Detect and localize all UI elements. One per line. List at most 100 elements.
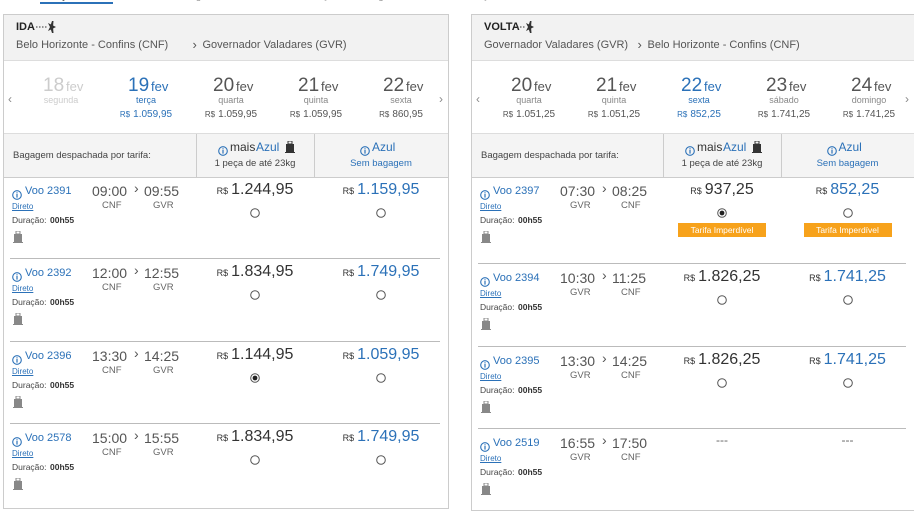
luggage-icon <box>285 140 295 158</box>
luggage-icon <box>13 477 23 495</box>
fare-price: R$ 1.834,95 <box>195 428 315 446</box>
fare-badge: Tarifa Imperdível <box>678 223 766 237</box>
flight-type[interactable]: Direto <box>12 449 34 458</box>
currency: R$ <box>342 268 355 278</box>
date-option[interactable]: 22 fev sexta R$ 860,95 <box>361 73 441 125</box>
panel-header: IDA Belo Horizonte - Confins (CNF) › Govern… <box>4 15 448 61</box>
date-option[interactable]: 24 fev domingo R$ 1.741,25 <box>829 73 909 125</box>
departure-time: 15:00 <box>92 430 128 446</box>
info-icon-svg <box>360 146 370 156</box>
luggage-icon-svg <box>13 477 23 490</box>
flight-number[interactable]: Voo 2394 <box>493 272 540 284</box>
destination-code: GVR <box>153 365 174 376</box>
currency: R$ <box>216 433 229 443</box>
date-option[interactable]: 23 fev sábado R$ 1.741,25 <box>744 73 824 125</box>
breadcrumb-step[interactable]: Confirmação <box>442 0 499 2</box>
flight-number[interactable]: Voo 2519 <box>493 437 540 449</box>
luggage-icon-svg <box>481 317 491 330</box>
date-option[interactable]: 21 fev quinta R$ 1.051,25 <box>574 73 654 125</box>
breadcrumb-step[interactable]: Pagamento <box>366 0 417 2</box>
price: 1.144,95 <box>231 346 294 363</box>
info-icon-svg <box>12 355 22 365</box>
luggage-icon-svg <box>285 140 295 153</box>
fare-desc: Sem bagagem <box>816 158 879 169</box>
date-option[interactable]: 20 fev quarta R$ 1.051,25 <box>489 73 569 125</box>
price: 937,25 <box>704 181 754 198</box>
date-price: R$ 1.051,25 <box>574 109 654 120</box>
flight-number[interactable]: Voo 2391 <box>25 185 72 197</box>
flight-type[interactable]: Direto <box>12 202 34 211</box>
fare-radio[interactable] <box>250 205 260 223</box>
fare-radio[interactable] <box>717 292 727 310</box>
currency: R$ <box>119 110 131 119</box>
next-date[interactable]: › <box>905 92 909 106</box>
prev-date[interactable]: ‹ <box>8 92 12 106</box>
date-month: fev <box>704 79 722 94</box>
fare-price: R$ 1.741,25 <box>788 351 908 369</box>
breadcrumb-arrow: › <box>352 0 355 2</box>
fare-radio[interactable] <box>717 205 727 223</box>
date-option[interactable]: 19 fev terça R$ 1.059,95 <box>106 73 186 125</box>
currency: R$ <box>342 186 355 196</box>
flight-number[interactable]: Voo 2397 <box>493 185 540 197</box>
prev-date[interactable]: ‹ <box>476 92 480 106</box>
breadcrumb-step[interactable]: Seleção de voo <box>40 0 113 4</box>
flight-number[interactable]: Voo 2396 <box>25 350 72 362</box>
fare-price: R$ 1.826,25 <box>662 268 782 286</box>
fare-radio[interactable] <box>250 287 260 305</box>
fare-radio[interactable] <box>376 287 386 305</box>
breadcrumb-step[interactable]: Passageiros <box>168 0 223 2</box>
date-option[interactable]: 22 fev sexta R$ 852,25 <box>659 73 739 125</box>
info-icon-svg <box>480 360 490 370</box>
flight-number[interactable]: Voo 2395 <box>493 355 540 367</box>
route-arrow: › <box>192 37 197 52</box>
date-weekday: segunda <box>43 95 79 105</box>
breadcrumb-step[interactable]: Assentos <box>232 0 273 2</box>
fare-radio[interactable] <box>250 452 260 470</box>
price: 1.834,95 <box>231 263 294 280</box>
date-price: R$ 852,25 <box>659 109 739 120</box>
breadcrumb-step[interactable]: Busca <box>5 0 33 2</box>
price: 1.826,25 <box>698 351 761 368</box>
fare-prefix: mais <box>230 140 256 154</box>
fare-desc: 1 peça de até 23kg <box>681 158 763 169</box>
fare-radio[interactable] <box>842 292 853 310</box>
fare-radio-svg <box>250 290 260 300</box>
flight-type[interactable]: Direto <box>480 454 502 463</box>
currency: R$ <box>379 110 390 119</box>
fare-radio[interactable] <box>376 370 386 388</box>
date-option[interactable]: 20 fev quarta R$ 1.059,95 <box>191 73 271 125</box>
fare-radio[interactable] <box>842 205 853 223</box>
fare-radio[interactable] <box>250 370 260 388</box>
row-divider <box>478 428 906 429</box>
date-weekday: sábado <box>769 95 799 105</box>
price: 852,25 <box>690 109 721 120</box>
flight-type[interactable]: Direto <box>480 372 502 381</box>
breadcrumb-arrow: › <box>26 0 29 2</box>
flight-type[interactable]: Direto <box>480 289 502 298</box>
currency: R$ <box>757 110 769 119</box>
date-price: R$ 1.741,25 <box>744 109 824 120</box>
fare-radio[interactable] <box>842 375 853 393</box>
breadcrumb-step[interactable]: Serviços <box>300 0 338 2</box>
fare-price: R$ 1.244,95 <box>195 181 315 199</box>
date-option[interactable]: 21 fev quinta R$ 1.059,95 <box>276 73 356 125</box>
fare-radio[interactable] <box>717 375 727 393</box>
flight-number[interactable]: Voo 2578 <box>25 432 72 444</box>
date-option: 18 fev segunda <box>21 73 101 125</box>
flight-type[interactable]: Direto <box>12 367 34 376</box>
info-icon-svg <box>480 277 490 287</box>
currency: R$ <box>677 110 688 119</box>
time-arrow: › <box>134 262 139 278</box>
price: 1.826,25 <box>698 268 761 285</box>
fare-radio[interactable] <box>376 205 386 223</box>
info-icon <box>360 143 370 161</box>
flight-type[interactable]: Direto <box>12 284 34 293</box>
flight-number[interactable]: Voo 2392 <box>25 267 72 279</box>
info-icon <box>12 352 22 370</box>
duration: 00h55 <box>518 302 543 312</box>
next-date[interactable]: › <box>439 92 443 106</box>
fare-radio[interactable] <box>376 452 386 470</box>
flight-type[interactable]: Direto <box>480 202 502 211</box>
destination-code: CNF <box>621 452 641 463</box>
